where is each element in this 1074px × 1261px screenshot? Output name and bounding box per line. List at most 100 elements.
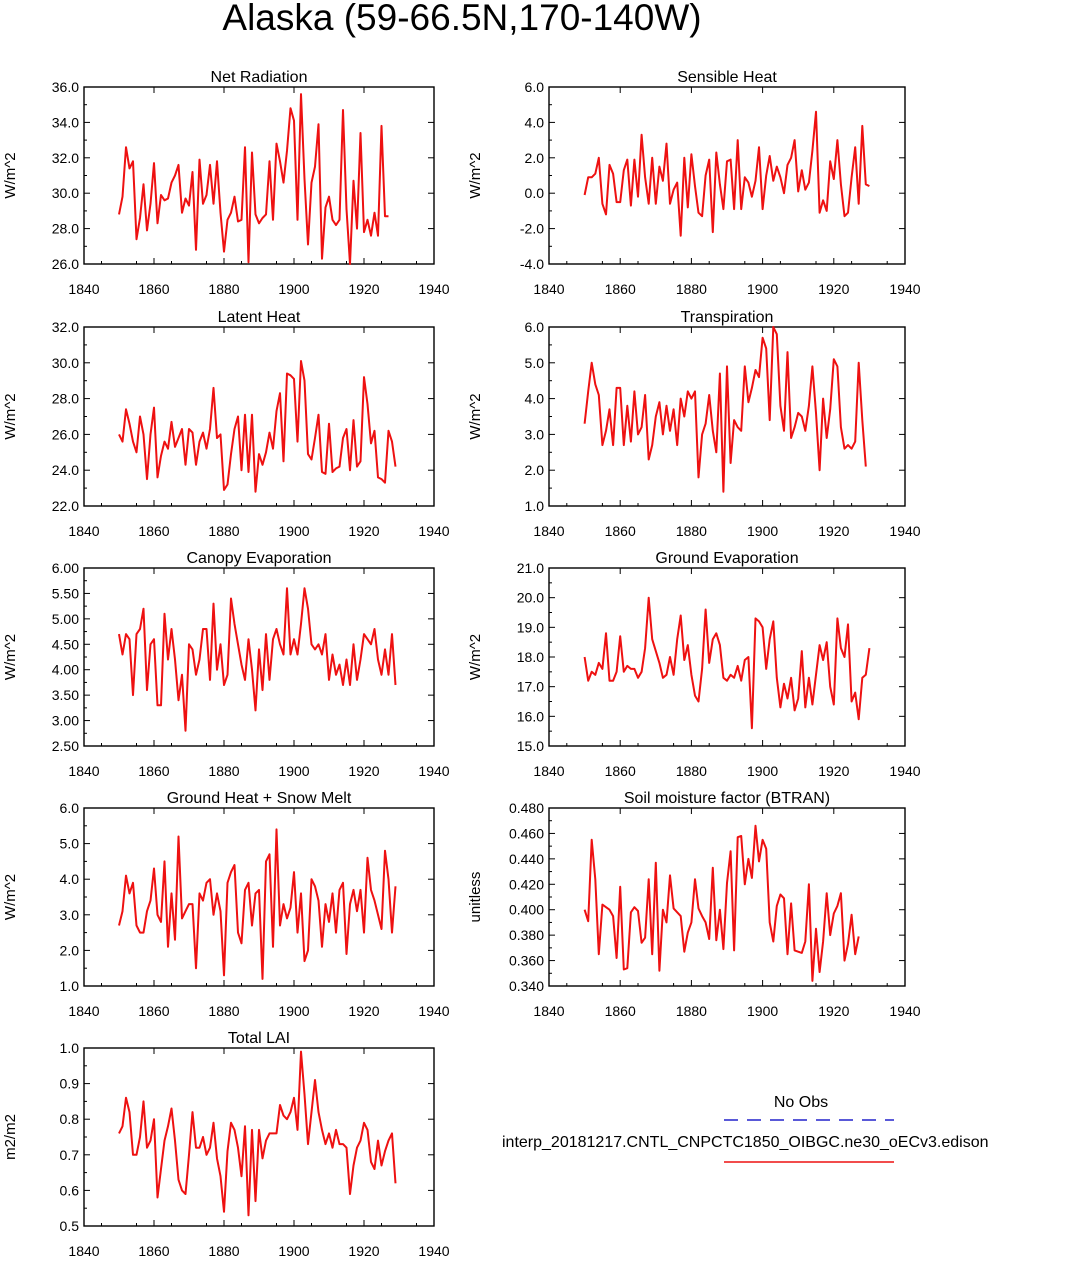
series-line-model	[118, 360, 397, 493]
y-tick-label: 15.0	[517, 738, 544, 754]
x-tick-label: 1880	[208, 1003, 239, 1019]
y-tick-label: 5.0	[60, 836, 80, 852]
y-tick-label: 18.0	[517, 649, 544, 665]
x-tick-label: 1840	[68, 763, 99, 779]
x-tick-label: 1840	[68, 281, 99, 297]
y-axis-label: W/m^2	[2, 634, 19, 680]
y-tick-label: 0.360	[509, 953, 544, 969]
y-tick-label: 22.0	[52, 498, 79, 514]
x-tick-label: 1900	[278, 1003, 309, 1019]
y-tick-label: -4.0	[520, 256, 544, 272]
x-tick-label: 1860	[605, 523, 636, 539]
panel-net-radiation: Net Radiation W/m^2 1840 1860 1880 1900 1920 19…	[2, 69, 450, 297]
panel-title: Sensible Heat	[677, 69, 777, 86]
series-line-model	[583, 824, 860, 982]
x-tick-label: 1940	[418, 1243, 449, 1259]
series-line-model	[583, 596, 871, 730]
y-tick-label: 6.00	[52, 560, 79, 576]
panel-title: Ground Evaporation	[655, 550, 798, 567]
x-tick-label: 1880	[676, 523, 707, 539]
x-tick-label: 1940	[418, 523, 449, 539]
x-tick-label: 1940	[418, 763, 449, 779]
series-line-model	[118, 1050, 397, 1217]
y-tick-label: 0.460	[509, 825, 544, 841]
y-tick-label: 20.0	[517, 590, 544, 606]
x-tick-label: 1900	[278, 763, 309, 779]
x-tick-label: 1940	[889, 523, 920, 539]
x-tick-label: 1920	[348, 1003, 379, 1019]
x-tick-label: 1840	[533, 763, 564, 779]
x-tick-label: 1840	[68, 523, 99, 539]
series-line-model	[583, 110, 870, 237]
y-tick-label: 2.0	[60, 942, 80, 958]
y-tick-label: 21.0	[517, 560, 544, 576]
y-tick-label: 4.00	[52, 662, 79, 678]
y-tick-label: 0.380	[509, 927, 544, 943]
y-tick-label: 0.480	[509, 800, 544, 816]
y-tick-label: 5.50	[52, 585, 79, 601]
x-tick-label: 1920	[348, 281, 379, 297]
y-tick-label: 17.0	[517, 679, 544, 695]
y-tick-label: 4.50	[52, 636, 79, 652]
x-tick-label: 1860	[605, 281, 636, 297]
x-tick-label: 1840	[533, 523, 564, 539]
y-tick-label: 5.00	[52, 611, 79, 627]
y-tick-label: 0.400	[509, 902, 544, 918]
x-tick-label: 1940	[418, 281, 449, 297]
x-tick-label: 1920	[818, 763, 849, 779]
y-tick-label: 28.0	[52, 221, 79, 237]
x-tick-label: 1860	[138, 281, 169, 297]
x-tick-label: 1880	[208, 1243, 239, 1259]
y-tick-label: -2.0	[520, 221, 544, 237]
y-tick-label: 6.0	[525, 319, 545, 335]
y-tick-label: 1.0	[60, 978, 80, 994]
panel-canopy-evaporation: Canopy Evaporation W/m^2 1840 1860 1880 1900 1…	[2, 550, 450, 779]
x-tick-label: 1920	[348, 1243, 379, 1259]
panel-ground-evaporation: Ground Evaporation W/m^2 1840 1860 1880 1900 1…	[467, 550, 921, 779]
x-tick-label: 1880	[208, 523, 239, 539]
y-tick-label: 32.0	[52, 319, 79, 335]
x-tick-label: 1920	[818, 1003, 849, 1019]
series-line-model	[118, 587, 397, 732]
y-tick-label: 26.0	[52, 426, 79, 442]
y-tick-label: 3.0	[60, 907, 80, 923]
y-tick-label: 34.0	[52, 114, 79, 130]
y-tick-label: 6.0	[60, 800, 80, 816]
x-tick-label: 1900	[747, 281, 778, 297]
x-tick-label: 1940	[889, 281, 920, 297]
y-tick-label: 4.0	[525, 114, 545, 130]
y-axis-label: W/m^2	[467, 393, 484, 439]
y-tick-label: 36.0	[52, 79, 79, 95]
x-tick-label: 1880	[676, 1003, 707, 1019]
y-tick-label: 2.0	[525, 150, 545, 166]
x-tick-label: 1860	[605, 763, 636, 779]
x-tick-label: 1840	[533, 1003, 564, 1019]
y-axis-label: W/m^2	[467, 634, 484, 680]
series-line-model	[118, 93, 389, 265]
y-axis-label: W/m^2	[467, 152, 484, 198]
x-tick-label: 1880	[208, 281, 239, 297]
plot-frame	[548, 567, 906, 747]
x-tick-label: 1860	[138, 1003, 169, 1019]
panels: Net Radiation W/m^2 1840 1860 1880 1900 1920 19…	[2, 69, 921, 1259]
y-tick-label: 4.0	[525, 391, 545, 407]
x-tick-label: 1840	[533, 281, 564, 297]
panel-soil-moisture-factor: Soil moisture factor (BTRAN) unitless 1840…	[467, 790, 921, 1019]
y-tick-label: 0.5	[60, 1218, 80, 1234]
series-line-model	[118, 828, 397, 980]
x-tick-label: 1920	[818, 281, 849, 297]
x-tick-label: 1860	[605, 1003, 636, 1019]
x-tick-label: 1940	[418, 1003, 449, 1019]
y-tick-label: 30.0	[52, 355, 79, 371]
panel-title: Total LAI	[228, 1030, 290, 1047]
y-tick-label: 3.50	[52, 687, 79, 703]
series-line-model	[583, 326, 867, 493]
y-tick-label: 32.0	[52, 150, 79, 166]
y-tick-label: 28.0	[52, 391, 79, 407]
y-tick-label: 24.0	[52, 462, 79, 478]
y-tick-label: 0.6	[60, 1182, 80, 1198]
x-tick-label: 1920	[348, 523, 379, 539]
panel-title: Soil moisture factor (BTRAN)	[624, 790, 830, 807]
y-tick-label: 0.8	[60, 1111, 80, 1127]
